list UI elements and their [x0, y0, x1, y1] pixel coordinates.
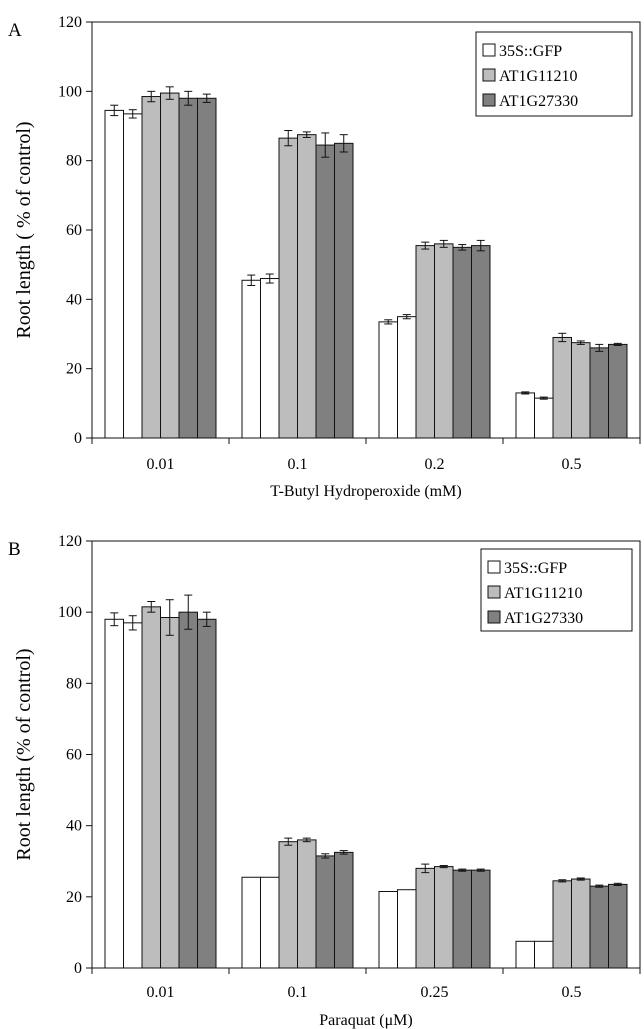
- x-axis-label: T-Butyl Hydroperoxide (mM): [270, 483, 461, 500]
- legend-swatch: [482, 43, 496, 57]
- legend-box: [480, 548, 633, 632]
- bar-35sgfp: [397, 316, 417, 439]
- bar-at1g11210: [160, 92, 180, 439]
- bar-at1g11210: [160, 617, 180, 969]
- bar-35sgfp: [515, 940, 535, 969]
- bar-at1g27330: [608, 343, 628, 439]
- y-tick-label: 100: [58, 83, 82, 100]
- legend-swatch: [482, 93, 496, 107]
- bar-35sgfp: [104, 618, 124, 969]
- legend-entry: AT1G11210: [504, 585, 583, 602]
- y-tick-label: 60: [66, 222, 82, 239]
- x-tick-label: 0.01: [147, 456, 175, 473]
- bar-at1g11210: [297, 134, 317, 439]
- bar-35sgfp: [241, 279, 261, 439]
- legend-swatch: [487, 560, 501, 574]
- x-tick-label: 0.2: [425, 456, 445, 473]
- legend-swatch: [482, 68, 496, 82]
- legend-box: [475, 31, 633, 117]
- x-axis-label: Paraquat (μM): [319, 1012, 412, 1029]
- chart-panel-A: A 0 20 40 60 80 100 120 Root length ( % of contr…: [8, 14, 641, 500]
- bar-at1g11210: [297, 839, 317, 969]
- x-tick-label: 0.01: [147, 984, 175, 1001]
- legend-swatch: [487, 585, 501, 599]
- y-tick-label: 60: [66, 747, 82, 764]
- y-axis-label: Root length ( % of control): [13, 121, 35, 338]
- x-tick-label: 0.5: [562, 984, 582, 1001]
- y-tick-label: 100: [58, 604, 82, 621]
- y-tick-label: 0: [74, 430, 82, 447]
- y-tick-label: 80: [66, 153, 82, 170]
- y-tick-label: 0: [74, 960, 82, 977]
- bar-at1g27330: [471, 245, 491, 439]
- bar-at1g27330: [334, 142, 354, 439]
- bar-35sgfp: [534, 397, 554, 439]
- bar-at1g27330: [178, 97, 198, 439]
- bar-at1g11210: [571, 878, 591, 969]
- bar-35sgfp: [378, 890, 398, 969]
- bar-at1g27330: [608, 883, 628, 969]
- x-tick-label: 0.1: [288, 456, 308, 473]
- bar-at1g11210: [141, 96, 161, 439]
- bar-at1g27330: [197, 618, 217, 969]
- y-tick-label: 20: [66, 889, 82, 906]
- x-tick-label: 0.1: [288, 984, 308, 1001]
- bar-at1g11210: [552, 336, 572, 439]
- bar-at1g11210: [278, 137, 298, 439]
- bar-at1g27330: [452, 246, 472, 439]
- bar-35sgfp: [123, 622, 143, 969]
- y-tick-label: 40: [66, 291, 82, 308]
- legend-swatch: [487, 610, 501, 624]
- y-tick-label: 80: [66, 675, 82, 692]
- bar-at1g11210: [415, 867, 435, 969]
- bar-at1g11210: [552, 880, 572, 969]
- bar-35sgfp: [123, 113, 143, 439]
- panel-letter: A: [8, 20, 22, 41]
- y-axis-label: Root length (% of control): [13, 648, 35, 860]
- bar-at1g27330: [589, 885, 609, 969]
- legend-entry: AT1G11210: [499, 68, 578, 85]
- bar-35sgfp: [397, 889, 417, 969]
- bar-35sgfp: [534, 940, 554, 969]
- bar-at1g11210: [278, 841, 298, 969]
- bar-35sgfp: [104, 109, 124, 439]
- bar-35sgfp: [378, 321, 398, 439]
- bar-at1g27330: [315, 144, 335, 439]
- bar-35sgfp: [260, 278, 280, 439]
- x-tick-label: 0.25: [421, 984, 449, 1001]
- panel-letter: B: [8, 539, 21, 560]
- bar-at1g27330: [334, 851, 354, 969]
- bar-at1g27330: [471, 869, 491, 969]
- y-tick-label: 40: [66, 818, 82, 835]
- bar-at1g27330: [315, 855, 335, 969]
- bar-at1g11210: [415, 245, 435, 439]
- legend-entry: AT1G27330: [504, 610, 583, 627]
- x-tick-label: 0.5: [562, 456, 582, 473]
- y-tick-label: 120: [58, 533, 82, 550]
- y-tick-label: 120: [58, 14, 82, 31]
- y-tick-label: 20: [66, 361, 82, 378]
- bar-at1g11210: [141, 606, 161, 969]
- bar-at1g11210: [434, 866, 454, 969]
- bar-at1g11210: [434, 243, 454, 439]
- bar-at1g27330: [178, 611, 198, 969]
- bar-at1g11210: [571, 342, 591, 439]
- bar-at1g27330: [197, 97, 217, 439]
- bar-at1g27330: [452, 869, 472, 969]
- chart-panel-B: B 0 20 40 60 80 100 120 Root length (% of contro…: [8, 533, 641, 1029]
- bar-35sgfp: [241, 876, 261, 969]
- legend-entry: 35S::GFP: [499, 43, 562, 60]
- bar-35sgfp: [260, 876, 280, 969]
- bar-35sgfp: [515, 392, 535, 439]
- legend-entry: AT1G27330: [499, 93, 578, 110]
- legend-entry: 35S::GFP: [504, 560, 567, 577]
- bar-at1g27330: [589, 347, 609, 439]
